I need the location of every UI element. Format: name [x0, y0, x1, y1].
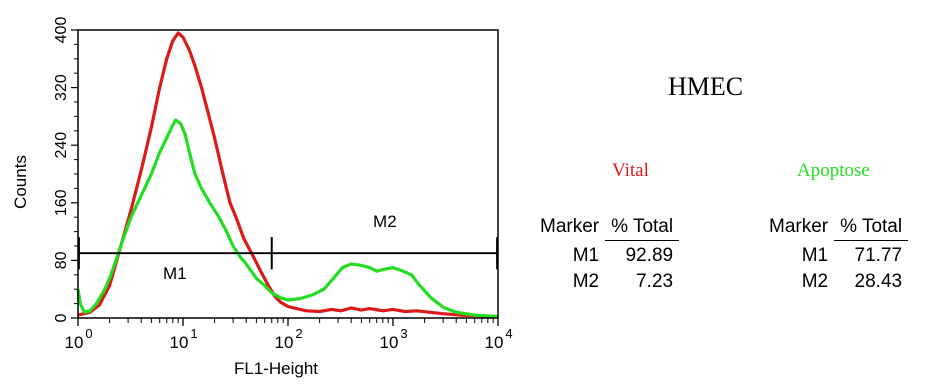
- table-cell: M2: [801, 271, 829, 292]
- x-tick-exponent: 4: [505, 326, 512, 341]
- table-cell: M1: [801, 244, 829, 266]
- y-tick-label: 240: [53, 132, 70, 159]
- plot-frame: [77, 29, 499, 319]
- table-row: M1 92.89: [534, 241, 679, 268]
- series-line-2: [76, 118, 499, 319]
- table-cell: 92.89: [625, 245, 674, 266]
- table-row: M1 71.77: [763, 241, 908, 268]
- x-tick-exponent: 1: [190, 326, 197, 341]
- series-layer: [76, 31, 499, 319]
- x-tick-exponent: 2: [295, 326, 302, 341]
- table-cell: M1: [572, 244, 600, 266]
- y-tick-label: 400: [53, 17, 70, 44]
- x-tick-label: 10: [485, 333, 504, 352]
- axis-ticks: [71, 29, 499, 326]
- column-header: Marker: [540, 216, 600, 238]
- table-row: M2 28.43: [763, 267, 908, 293]
- y-tick-label: 0: [53, 313, 70, 322]
- table-cell: 28.43: [854, 271, 903, 292]
- x-tick-label: 10: [380, 333, 399, 352]
- table-cell: M2: [572, 271, 600, 292]
- table-cell: 7.23: [636, 271, 674, 292]
- series-line-1: [77, 31, 499, 319]
- marker-label: M1: [163, 264, 187, 283]
- table-header-row: Marker % Total: [763, 216, 909, 241]
- y-tick-label: 80: [53, 251, 70, 269]
- marker-layer: M1 M2: [78, 212, 498, 283]
- column-header: % Total: [834, 216, 909, 241]
- y-axis-title: Counts: [11, 155, 30, 209]
- x-tick-label: 10: [65, 333, 84, 352]
- table-cell: 71.77: [854, 245, 903, 266]
- marker-label: M2: [373, 212, 397, 231]
- x-tick-exponent: 3: [400, 326, 407, 341]
- column-header: % Total: [605, 216, 680, 241]
- column-header: Marker: [769, 216, 829, 238]
- x-tick-label: 10: [275, 333, 294, 352]
- x-tick-exponent: 0: [85, 326, 92, 341]
- apoptose-group-title: Apoptose: [797, 160, 870, 181]
- apoptose-stats-table: Marker % Total M1 71.77 M2 28.43: [763, 216, 909, 293]
- x-tick-label: 10: [170, 333, 189, 352]
- y-tick-label: 160: [53, 189, 70, 216]
- vital-stats-table: Marker % Total M1 92.89 M2 7.23: [534, 216, 680, 293]
- sample-title: HMEC: [668, 72, 744, 101]
- y-tick-label: 320: [53, 74, 70, 101]
- vital-group-title: Vital: [612, 160, 649, 181]
- x-axis-title: FL1-Height: [234, 359, 318, 378]
- table-header-row: Marker % Total: [534, 216, 680, 241]
- table-row: M2 7.23: [534, 267, 679, 293]
